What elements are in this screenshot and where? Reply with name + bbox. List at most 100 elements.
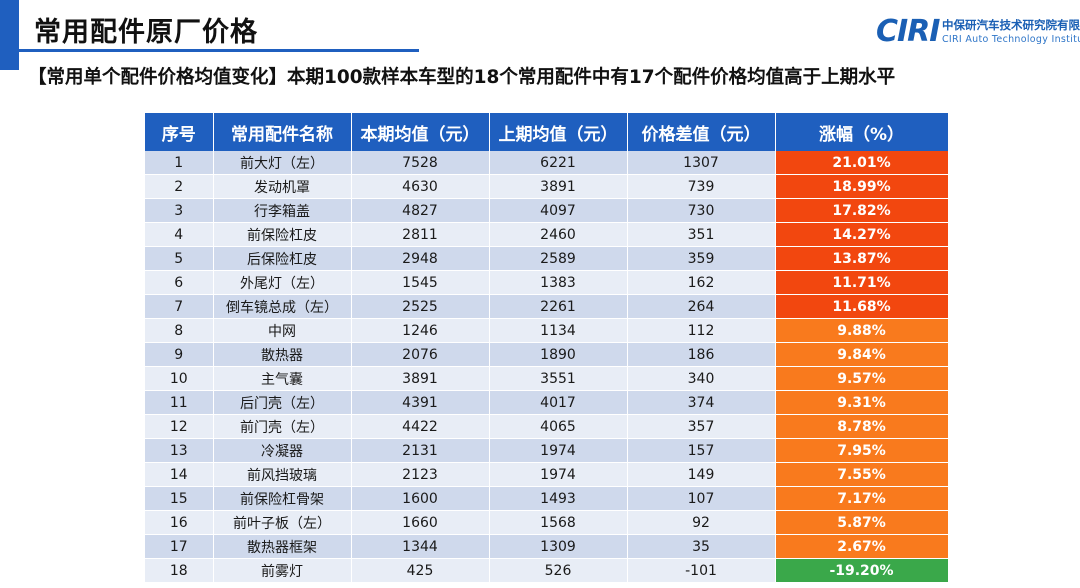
parts-price-table: 序号 常用配件名称 本期均值（元） 上期均值（元） 价格差值（元） 涨幅（%） …	[145, 113, 949, 583]
cell-price-diff: 357	[627, 414, 776, 439]
cell-price-diff: -101	[627, 558, 776, 583]
cell-previous-avg: 2460	[489, 222, 628, 247]
header-price-diff: 价格差值（元）	[627, 113, 776, 151]
cell-price-diff: 739	[627, 174, 776, 199]
title-underline	[19, 49, 419, 52]
cell-no: 9	[145, 342, 214, 367]
cell-previous-avg: 1568	[489, 510, 628, 535]
cell-previous-avg: 2589	[489, 246, 628, 271]
cell-previous-avg: 3891	[489, 174, 628, 199]
cell-increase-pct: 7.55%	[775, 462, 949, 487]
cell-price-diff: 264	[627, 294, 776, 319]
cell-current-avg: 4422	[351, 414, 490, 439]
cell-previous-avg: 3551	[489, 366, 628, 391]
cell-part-name: 后门壳（左）	[213, 390, 352, 415]
cell-current-avg: 1545	[351, 270, 490, 295]
cell-increase-pct: 8.78%	[775, 414, 949, 439]
cell-previous-avg: 1974	[489, 438, 628, 463]
cell-no: 18	[145, 558, 214, 583]
cell-increase-pct: 18.99%	[775, 174, 949, 199]
cell-part-name: 散热器	[213, 342, 352, 367]
cell-part-name: 倒车镜总成（左）	[213, 294, 352, 319]
header-previous-avg: 上期均值（元）	[489, 113, 628, 151]
cell-no: 6	[145, 270, 214, 295]
cell-no: 15	[145, 486, 214, 511]
cell-price-diff: 162	[627, 270, 776, 295]
cell-current-avg: 4630	[351, 174, 490, 199]
header-current-avg: 本期均值（元）	[351, 113, 490, 151]
cell-previous-avg: 6221	[489, 151, 628, 175]
cell-previous-avg: 526	[489, 558, 628, 583]
cell-no: 13	[145, 438, 214, 463]
cell-price-diff: 351	[627, 222, 776, 247]
cell-part-name: 散热器框架	[213, 534, 352, 559]
cell-price-diff: 730	[627, 198, 776, 223]
table-header-row: 序号 常用配件名称 本期均值（元） 上期均值（元） 价格差值（元） 涨幅（%）	[145, 113, 949, 151]
table-row: 1 前大灯（左） 7528 6221 1307 21.01%	[145, 151, 949, 175]
cell-increase-pct: 13.87%	[775, 246, 949, 271]
cell-no: 8	[145, 318, 214, 343]
table-row: 8 中网 1246 1134 112 9.88%	[145, 318, 949, 343]
title-accent-bar	[0, 0, 19, 70]
cell-part-name: 行李箱盖	[213, 198, 352, 223]
cell-part-name: 发动机罩	[213, 174, 352, 199]
cell-no: 17	[145, 534, 214, 559]
cell-current-avg: 2811	[351, 222, 490, 247]
cell-previous-avg: 1134	[489, 318, 628, 343]
cell-current-avg: 2076	[351, 342, 490, 367]
cell-price-diff: 35	[627, 534, 776, 559]
cell-no: 1	[145, 151, 214, 175]
cell-part-name: 前大灯（左）	[213, 151, 352, 175]
table-row: 12 前门壳（左） 4422 4065 357 8.78%	[145, 414, 949, 439]
cell-increase-pct: 14.27%	[775, 222, 949, 247]
cell-part-name: 前门壳（左）	[213, 414, 352, 439]
table-row: 16 前叶子板（左） 1660 1568 92 5.87%	[145, 510, 949, 535]
cell-price-diff: 1307	[627, 151, 776, 175]
cell-part-name: 主气囊	[213, 366, 352, 391]
cell-increase-pct: 11.71%	[775, 270, 949, 295]
cell-no: 16	[145, 510, 214, 535]
table-row: 14 前风挡玻璃 2123 1974 149 7.55%	[145, 462, 949, 487]
header-increase-pct: 涨幅（%）	[775, 113, 949, 151]
page-title: 常用配件原厂价格	[34, 17, 258, 48]
cell-current-avg: 2123	[351, 462, 490, 487]
cell-previous-avg: 4097	[489, 198, 628, 223]
table-row: 4 前保险杠皮 2811 2460 351 14.27%	[145, 222, 949, 247]
cell-current-avg: 4827	[351, 198, 490, 223]
cell-price-diff: 374	[627, 390, 776, 415]
cell-current-avg: 1246	[351, 318, 490, 343]
cell-increase-pct: 9.88%	[775, 318, 949, 343]
cell-part-name: 冷凝器	[213, 438, 352, 463]
logo-mark: CIRI	[876, 14, 940, 49]
cell-price-diff: 149	[627, 462, 776, 487]
cell-part-name: 中网	[213, 318, 352, 343]
cell-increase-pct: 7.17%	[775, 486, 949, 511]
cell-current-avg: 3891	[351, 366, 490, 391]
cell-part-name: 前风挡玻璃	[213, 462, 352, 487]
header-no: 序号	[145, 113, 214, 151]
cell-price-diff: 107	[627, 486, 776, 511]
table-row: 10 主气囊 3891 3551 340 9.57%	[145, 366, 949, 391]
table-row: 3 行李箱盖 4827 4097 730 17.82%	[145, 198, 949, 223]
table-row: 15 前保险杠骨架 1600 1493 107 7.17%	[145, 486, 949, 511]
ciri-logo: CIRI 中保研汽车技术研究院有限公司 CIRI Auto Technology…	[876, 14, 1080, 50]
cell-part-name: 前叶子板（左）	[213, 510, 352, 535]
cell-current-avg: 1660	[351, 510, 490, 535]
cell-increase-pct: -19.20%	[775, 558, 949, 583]
cell-previous-avg: 1974	[489, 462, 628, 487]
cell-previous-avg: 4017	[489, 390, 628, 415]
logo-english-name: CIRI Auto Technology Institute	[942, 34, 1080, 45]
cell-increase-pct: 5.87%	[775, 510, 949, 535]
cell-increase-pct: 7.95%	[775, 438, 949, 463]
cell-price-diff: 340	[627, 366, 776, 391]
page-subtitle: 【常用单个配件价格均值变化】本期100款样本车型的18个常用配件中有17个配件价…	[28, 67, 896, 88]
cell-increase-pct: 9.84%	[775, 342, 949, 367]
cell-previous-avg: 1383	[489, 270, 628, 295]
table-row: 7 倒车镜总成（左） 2525 2261 264 11.68%	[145, 294, 949, 319]
cell-no: 12	[145, 414, 214, 439]
cell-no: 4	[145, 222, 214, 247]
cell-part-name: 前雾灯	[213, 558, 352, 583]
cell-price-diff: 112	[627, 318, 776, 343]
cell-previous-avg: 4065	[489, 414, 628, 439]
cell-increase-pct: 9.31%	[775, 390, 949, 415]
